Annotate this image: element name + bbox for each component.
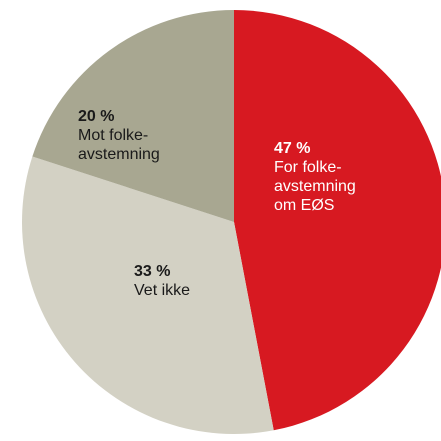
slice-label-line: avstemning: [274, 178, 356, 195]
pie-slices: [22, 10, 441, 434]
slice-percent: 20 %: [78, 108, 114, 125]
slice-label-mot-folkeavstemning: 20 % Mot folke-avstemning: [78, 108, 160, 163]
slice-percent: 33 %: [134, 263, 170, 280]
slice-label-line: Mot folke-: [78, 127, 148, 144]
slice-label-line: Vet ikke: [134, 282, 190, 299]
pie-slice-vet-ikke: [22, 156, 274, 434]
pie-slice-mot-folkeavstemning: [32, 10, 234, 222]
slice-label-line: For folke-: [274, 159, 342, 176]
slice-label-vet-ikke: 33 % Vet ikke: [134, 263, 190, 299]
slice-percent: 47 %: [274, 140, 310, 157]
slice-label-line: om EØS: [274, 197, 334, 214]
pie-slice-for-folkeavstemning: [234, 10, 441, 431]
slice-label-for-folkeavstemning: 47 % For folke-avstemning om EØS: [274, 140, 356, 214]
slice-label-line: avstemning: [78, 146, 160, 163]
pie-labels: 47 % For folke-avstemning om EØS 33 % Vet ik…: [78, 108, 356, 299]
